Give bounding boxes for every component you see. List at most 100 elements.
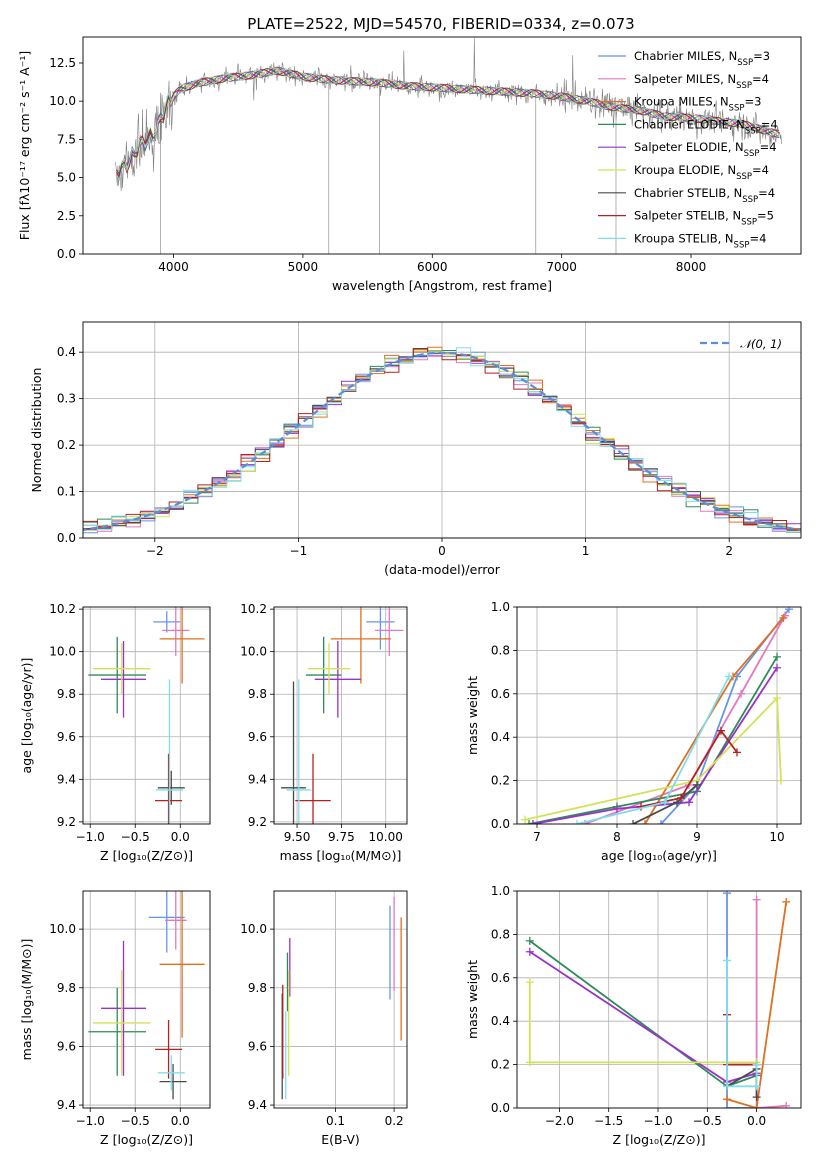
y-tick-label: 9.4 xyxy=(57,1098,76,1112)
axes-border xyxy=(516,890,802,1109)
weight-line-chabrier-stelib xyxy=(726,1067,758,1098)
y-tick-label: 0.4 xyxy=(491,1014,510,1028)
x-tick-label: 0 xyxy=(438,544,446,558)
weight-line-chabrier-elodie xyxy=(528,656,778,824)
model-spectrum-kroupa-elodie xyxy=(116,67,780,174)
weight-marker-salpeter-miles xyxy=(737,689,745,698)
weight-marker-kroupa-miles xyxy=(723,1095,732,1104)
axes-border xyxy=(82,890,211,1109)
plot-area xyxy=(115,37,782,254)
weight-marker-chabrier-miles xyxy=(723,1104,732,1108)
weight-marker-kroupa-elodie xyxy=(525,1058,534,1067)
legend-label-salpeter-miles: Salpeter MILES, NSSP=4 xyxy=(634,72,769,91)
weight-marker-salpeter-elodie xyxy=(685,798,693,807)
x-tick-label: 0.0 xyxy=(747,1114,766,1128)
weight-marker-salpeter-stelib xyxy=(717,726,725,735)
weight-marker-chabrier-stelib xyxy=(693,780,701,789)
weight-line-chabrier-miles xyxy=(726,893,757,1108)
chart-weight-vs-Z: −2.0 −1.5 −1.0 −0.5 0.0 0.0 0.2 0.4 0.6 0.8 1.0 Z [… xyxy=(465,884,802,1147)
weight-marker-kroupa-stelib xyxy=(723,956,732,965)
chart-mass-vs-Z: −1.0 −0.5 0.0 9.4 9.6 9.8 10.0 Z [log₁₀(Z/Z⊙)] m… xyxy=(19,890,211,1147)
weight-line-kroupa-elodie xyxy=(524,695,782,821)
axes-border xyxy=(273,606,408,825)
y-tick-label: 10.0 xyxy=(49,94,76,108)
plot-area xyxy=(88,891,205,1100)
plot-area xyxy=(83,346,801,537)
x-tick-label: −1.0 xyxy=(76,830,105,844)
weight-line-salpeter-stelib xyxy=(640,729,738,808)
axes-border xyxy=(273,890,408,1109)
weight-marker-kroupa-miles xyxy=(782,897,791,906)
gridlines xyxy=(83,891,210,1108)
weight-marker-salpeter-miles xyxy=(782,1101,791,1108)
x-tick-label: 0.0 xyxy=(171,1114,190,1128)
weight-marker-kroupa-stelib xyxy=(752,1082,761,1091)
x-tick-label: 6000 xyxy=(417,260,448,274)
y-tick-label: 10.0 xyxy=(49,922,76,936)
weight-line-kroupa-miles xyxy=(726,901,788,1108)
axes-frame: 0.1 0.2 9.4 9.6 9.8 10.0 E(B-V) xyxy=(240,890,408,1147)
gridlines xyxy=(274,891,407,1108)
y-tick-label: 9.4 xyxy=(248,1098,267,1112)
y-tick-label: 0.0 xyxy=(491,1101,510,1115)
x-tick-label: −0.5 xyxy=(693,1114,722,1128)
x-axis-label: mass [log₁₀(M/M⊙)] xyxy=(280,848,402,863)
weight-marker-kroupa-elodie xyxy=(777,776,785,785)
weight-marker-chabrier-miles xyxy=(785,607,793,614)
weight-line-kroupa-elodie xyxy=(528,982,758,1065)
weight-marker-salpeter-elodie xyxy=(529,820,537,824)
axes-border xyxy=(82,606,211,825)
weight-marker-kroupa-elodie xyxy=(521,815,529,824)
weight-marker-kroupa-stelib xyxy=(723,1082,732,1091)
y-tick-label: 10.0 xyxy=(240,922,267,936)
y-tick-label: 2.5 xyxy=(57,209,76,223)
legend-label-kroupa-miles: Kroupa MILES, NSSP=3 xyxy=(634,95,761,114)
x-tick-label: 1 xyxy=(582,544,590,558)
chart-age-vs-mass: 9.50 9.75 10.00 9.2 9.4 9.6 9.8 10.0 10.2 mass [l… xyxy=(240,602,408,863)
y-tick-label: 1.0 xyxy=(491,600,510,614)
weight-marker-salpeter-elodie xyxy=(613,804,621,813)
weight-marker-kroupa-elodie xyxy=(773,694,781,703)
y-tick-label: 9.4 xyxy=(57,772,76,786)
plot-area xyxy=(281,607,404,824)
weight-marker-chabrier-stelib xyxy=(629,820,637,824)
legend-label-salpeter-elodie: Salpeter ELODIE, NSSP=4 xyxy=(634,140,777,159)
x-axis-label: Z [log₁₀(Z/Z⊙)] xyxy=(100,1132,193,1147)
model-spectrum-kroupa-stelib xyxy=(116,68,780,182)
weight-line-salpeter-miles xyxy=(755,899,787,1108)
axes-border xyxy=(516,606,802,825)
y-tick-label: 1.0 xyxy=(491,884,510,898)
x-tick-label: −0.5 xyxy=(121,1114,150,1128)
y-tick-label: 0.6 xyxy=(491,971,510,985)
axes-border xyxy=(82,36,802,255)
y-tick-label: 0.8 xyxy=(491,643,510,657)
weight-marker-salpeter-stelib xyxy=(677,793,685,802)
weight-marker-salpeter-stelib xyxy=(733,748,741,757)
normal-curve xyxy=(83,351,801,532)
observed-spectrum xyxy=(115,37,782,254)
y-tick-label: 7.5 xyxy=(57,132,76,146)
x-axis-label: (data-model)/error xyxy=(384,562,501,577)
axes-frame: −1.0 −0.5 0.0 9.4 9.6 9.8 10.0 Z [log₁₀(Z/Z⊙)] m… xyxy=(19,890,211,1147)
chart-weight-vs-age: 7 8 9 10 0.0 0.2 0.4 0.6 0.8 1.0 age [log₁₀(age/yr… xyxy=(465,600,802,863)
y-tick-label: 9.2 xyxy=(248,815,267,829)
y-axis-label: mass weight xyxy=(465,960,480,1039)
y-tick-label: 9.4 xyxy=(248,772,267,786)
weight-marker-chabrier-stelib xyxy=(752,1093,761,1102)
y-tick-label: 9.8 xyxy=(248,981,267,995)
x-axis-label: age [log₁₀(age/yr)] xyxy=(601,848,717,863)
weight-marker-kroupa-stelib xyxy=(752,1060,761,1069)
chart-mass-vs-ebv: 0.1 0.2 9.4 9.6 9.8 10.0 E(B-V) xyxy=(240,890,408,1147)
weight-marker-kroupa-miles xyxy=(641,820,649,824)
y-tick-label: 0.4 xyxy=(491,730,510,744)
x-axis-label: Z [log₁₀(Z/Z⊙)] xyxy=(100,848,193,863)
y-axis-label: mass weight xyxy=(465,676,480,755)
y-axis-label: mass [log₁₀(M/M⊙)] xyxy=(19,939,34,1061)
weight-marker-kroupa-miles xyxy=(779,613,788,622)
chart-age-vs-Z: −1.0 −0.5 0.0 9.2 9.4 9.6 9.8 10.0 10.2 Z [log₁₀(… xyxy=(19,602,211,863)
legend: Chabrier MILES, NSSP=3 Salpeter MILES, NS… xyxy=(598,49,778,250)
model-spectrum-salpeter-elodie xyxy=(116,66,780,177)
legend-label-salpeter-stelib: Salpeter STELIB, NSSP=5 xyxy=(634,209,774,228)
axes-frame: −2 −1 0 1 2 0.0 0.1 0.2 0.3 0.4 (data-model)/error… xyxy=(29,321,802,577)
x-axis-label: Z [log₁₀(Z/Z⊙)] xyxy=(613,1132,706,1147)
